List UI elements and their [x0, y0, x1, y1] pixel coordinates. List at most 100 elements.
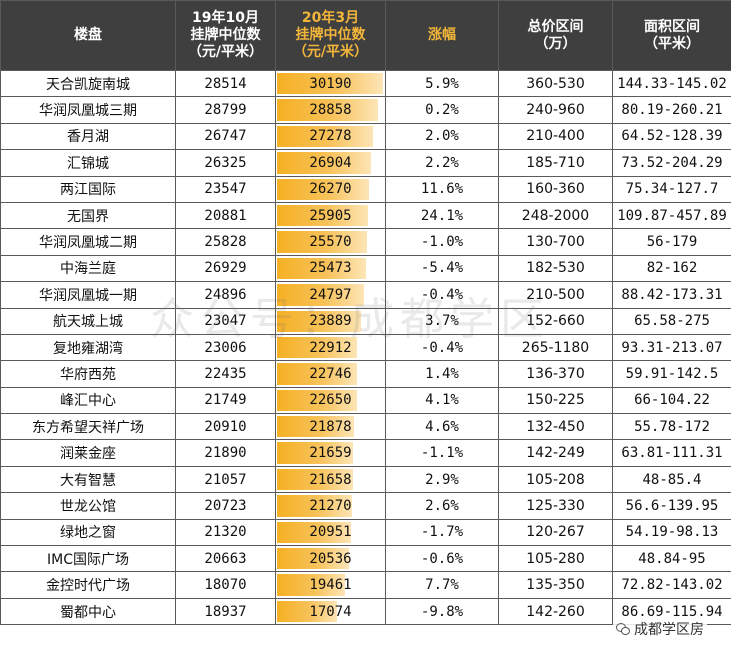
cell-name: 金控时代广场 — [0, 571, 176, 599]
median-bar — [277, 284, 365, 306]
cell-change: -1.7% — [385, 518, 499, 547]
cell-oct-median: 26325 — [175, 149, 276, 177]
cell-oct-median: 21749 — [175, 386, 276, 415]
header-area: 面积区间 （平米） — [612, 0, 731, 71]
cell-change: -9.8% — [385, 597, 499, 626]
median-bar — [277, 442, 354, 464]
cell-oct-median: 20881 — [175, 201, 276, 230]
cell-area: 88.42-173.31 — [612, 281, 731, 309]
median-bar — [277, 389, 357, 412]
table-row: 华润凤凰城一期 24896 24797 -0.4% 210-500 88.42-173.3… — [0, 281, 731, 309]
cell-area: 48.84-95 — [612, 545, 731, 573]
cell-name: 中海兰庭 — [0, 254, 176, 283]
median-bar-value: 23889 — [309, 313, 352, 330]
cell-change: -0.6% — [385, 545, 499, 573]
median-bar-value: 24797 — [309, 286, 352, 303]
cell-area: 56-179 — [612, 228, 731, 256]
cell-mar-median: 30190 — [275, 69, 386, 98]
cell-mar-median: 19461 — [275, 571, 386, 599]
cell-name: 润莱金座 — [0, 439, 176, 467]
median-bar-value: 28858 — [309, 102, 352, 119]
median-bar — [277, 363, 357, 385]
table-row: 两江国际 23547 26270 11.6% 160-360 75.34-127.7 — [0, 175, 731, 203]
header-row: 楼盘 19年10月 挂牌中位数 （元/平米） 20年3月 挂牌中位数 （元/平米… — [0, 0, 731, 71]
cell-oct-median: 18937 — [175, 597, 276, 626]
median-bar-value: 17074 — [309, 603, 352, 620]
cell-total-price: 248-2000 — [498, 201, 613, 230]
table-row: 世龙公馆 20723 21270 2.6% 125-330 56.6-139.95 — [0, 492, 731, 520]
median-bar — [277, 336, 358, 359]
cell-name: 香月湖 — [0, 122, 176, 151]
cell-change: -5.4% — [385, 254, 499, 283]
cell-area: 109.87-457.89 — [612, 201, 731, 230]
cell-area: 55.78-172 — [612, 413, 731, 441]
cell-change: 2.2% — [385, 149, 499, 177]
table-row: 峰汇中心 21749 22650 4.1% 150-225 66-104.22 — [0, 386, 731, 415]
cell-name: 两江国际 — [0, 175, 176, 203]
cell-mar-median: 27278 — [275, 122, 386, 151]
cell-change: 4.1% — [385, 386, 499, 415]
cell-oct-median: 21057 — [175, 465, 276, 494]
cell-change: 3.7% — [385, 307, 499, 335]
cell-name: 东方希望天祥广场 — [0, 413, 176, 441]
header-mar-line2: 挂牌中位数 — [295, 27, 366, 43]
header-mar-line3: （元/平米） — [292, 44, 369, 60]
median-bar — [277, 257, 367, 280]
cell-change: 24.1% — [385, 201, 499, 230]
cell-oct-median: 26747 — [175, 122, 276, 151]
cell-mar-median: 20951 — [275, 518, 386, 547]
cell-change: 5.9% — [385, 69, 499, 98]
cell-change: 2.6% — [385, 492, 499, 520]
median-bar — [277, 125, 373, 148]
median-bar-value: 25473 — [309, 260, 352, 277]
cell-change: -1.1% — [385, 439, 499, 467]
cell-mar-median: 21878 — [275, 413, 386, 441]
cell-total-price: 182-530 — [498, 254, 613, 283]
header-change: 涨幅 — [385, 0, 499, 71]
cell-area: 63.81-111.31 — [612, 439, 731, 467]
median-bar-value: 26270 — [309, 181, 352, 198]
cell-change: -0.4% — [385, 333, 499, 362]
median-bar-value: 22650 — [309, 392, 352, 409]
median-bar — [277, 310, 361, 332]
median-bar — [277, 178, 370, 200]
table-row: 绿地之窗 21320 20951 -1.7% 120-267 54.19-98.13 — [0, 518, 731, 547]
cell-name: 华润凤凰城三期 — [0, 96, 176, 124]
cell-name: 华润凤凰城二期 — [0, 228, 176, 256]
cell-mar-median: 20536 — [275, 545, 386, 573]
cell-change: 2.0% — [385, 122, 499, 151]
cell-oct-median: 28514 — [175, 69, 276, 98]
table-row: 复地雍湖湾 23006 22912 -0.4% 265-1180 93.31-213.07 — [0, 333, 731, 362]
cell-area: 48-85.4 — [612, 465, 731, 494]
cell-mar-median: 23889 — [275, 307, 386, 335]
median-bar-value: 21878 — [309, 418, 352, 435]
table-row: 东方希望天祥广场 20910 21878 4.6% 132-450 55.78-172 — [0, 413, 731, 441]
cell-total-price: 360-530 — [498, 69, 613, 98]
header-oct-median: 19年10月 挂牌中位数 （元/平米） — [175, 0, 276, 71]
cell-oct-median: 23006 — [175, 333, 276, 362]
cell-name: 复地雍湖湾 — [0, 333, 176, 362]
table-body: 天合凯旋南城 28514 30190 5.9% 360-530 144.33-145.02… — [0, 69, 731, 626]
cell-area: 59.91-142.5 — [612, 360, 731, 388]
cell-oct-median: 24896 — [175, 281, 276, 309]
cell-name: 华润凤凰城一期 — [0, 281, 176, 309]
header-total-line2: （万） — [534, 35, 577, 52]
cell-oct-median: 25828 — [175, 228, 276, 256]
cell-area: 66-104.22 — [612, 386, 731, 415]
cell-area: 64.52-128.39 — [612, 122, 731, 151]
cell-area: 73.52-204.29 — [612, 149, 731, 177]
cell-area: 144.33-145.02 — [612, 69, 731, 98]
header-mar-line1: 20年3月 — [301, 10, 360, 26]
median-bar — [277, 416, 354, 438]
cell-area: 93.31-213.07 — [612, 333, 731, 362]
cell-oct-median: 21890 — [175, 439, 276, 467]
median-bar-value: 21659 — [309, 445, 352, 462]
cell-area: 72.82-143.02 — [612, 571, 731, 599]
cell-mar-median: 25473 — [275, 254, 386, 283]
cell-oct-median: 28799 — [175, 96, 276, 124]
cell-oct-median: 20910 — [175, 413, 276, 441]
table-row: IMC国际广场 20663 20536 -0.6% 105-280 48.84-95 — [0, 545, 731, 573]
median-bar — [277, 574, 346, 596]
account-logo-text: 成都学区房 — [634, 622, 704, 638]
cell-total-price: 210-400 — [498, 122, 613, 151]
